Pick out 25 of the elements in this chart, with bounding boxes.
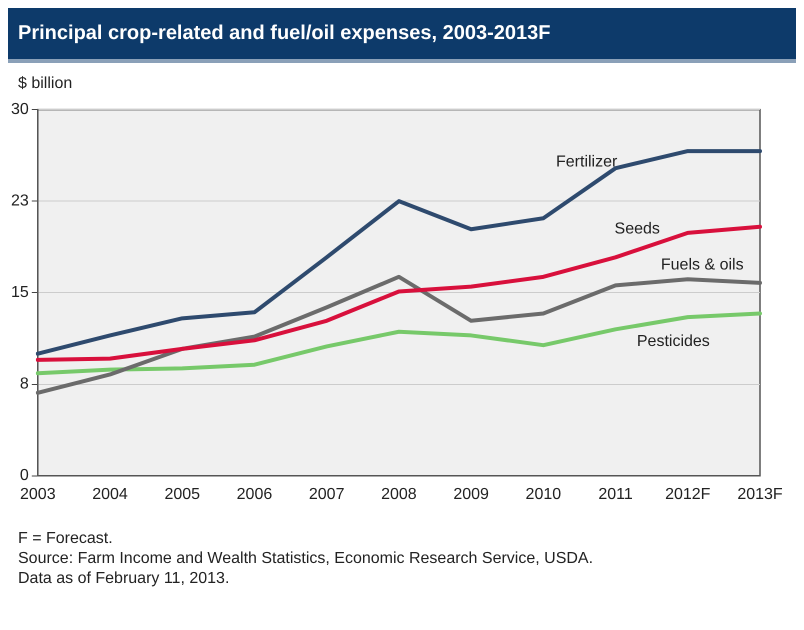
- source-note: Source: Farm Income and Wealth Statistics, Economic Research Service, USDA.: [18, 549, 594, 569]
- y-tick-label: 30: [11, 101, 29, 118]
- y-tick-label: 8: [20, 376, 29, 393]
- text: Data as of February 11, 2013.: [18, 569, 230, 589]
- x-tick-label: 2003: [20, 486, 56, 503]
- series-label: Pesticides: [636, 332, 710, 350]
- x-tick-label: 2006: [236, 486, 272, 503]
- x-tick-label: 2004: [92, 486, 128, 503]
- text: F = Forecast.: [18, 529, 114, 549]
- series-label: Fuels & oils: [660, 256, 744, 274]
- y-tick-label: 23: [11, 192, 29, 210]
- y-tick-label: 0: [20, 467, 29, 484]
- x-tick-label: 2013F: [737, 486, 783, 503]
- x-tick-label: 2011: [598, 486, 633, 503]
- y-axis-title: $ billion: [18, 75, 74, 93]
- x-tick-label: 2010: [526, 486, 562, 503]
- x-tick-label: 2008: [381, 486, 417, 503]
- x-tick-label: 2012F: [665, 486, 711, 503]
- series-label: Fertilizer: [556, 154, 618, 171]
- x-tick-label: 2005: [164, 486, 200, 503]
- chart-title: Principal crop-related and fuel/oil expenses, 2003-2013F: [8, 8, 796, 63]
- x-tick-label: 2007: [308, 486, 345, 503]
- series-label: Seeds: [614, 220, 660, 238]
- y-tick-label: 15: [11, 284, 29, 302]
- x-tick-label: 2009: [453, 486, 490, 503]
